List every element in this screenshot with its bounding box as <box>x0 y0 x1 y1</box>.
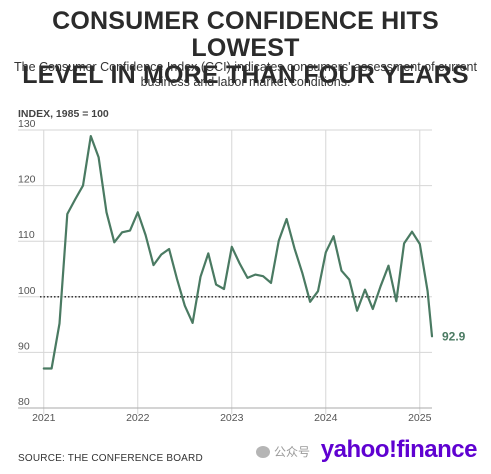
axis-layer <box>18 296 432 409</box>
subtitle-line-2: business and labor market conditions. <box>140 75 351 89</box>
y-tick-label-120: 120 <box>18 174 36 186</box>
grid-layer <box>18 129 432 414</box>
chart-title: CONSUMER CONFIDENCE HITS LOWEST LEVEL IN… <box>0 8 491 89</box>
watermark-text: 公众号 <box>274 445 311 459</box>
y-tick-label-80: 80 <box>18 396 30 408</box>
series-layer <box>42 135 434 370</box>
x-tick-label-2024: 2024 <box>314 412 338 424</box>
y-tick-label-100: 100 <box>18 285 36 297</box>
source-note: SOURCE: THE CONFERENCE BOARD <box>18 453 203 464</box>
end-value-label: 92.9 <box>442 329 466 343</box>
x-tick-label-2025: 2025 <box>408 412 432 424</box>
y-tick-label-130: 130 <box>18 118 36 130</box>
series-line-cci <box>42 135 434 370</box>
y-axis-label: INDEX, 1985 = 100 <box>18 108 109 120</box>
x-tick-label-2022: 2022 <box>126 412 150 424</box>
x-tick-label-2021: 2021 <box>32 412 56 424</box>
subtitle-line-1: The Consumer Confidence Index (CCI) indi… <box>13 60 477 74</box>
title-line-1: CONSUMER CONFIDENCE HITS LOWEST <box>52 7 439 62</box>
x-tick-label-2023: 2023 <box>220 412 244 424</box>
watermark: 公众号 <box>256 443 310 460</box>
label-layer: INDEX, 1985 = 100 80 90 100 110 120 130 2021 202… <box>18 108 466 424</box>
y-tick-label-90: 90 <box>18 340 30 352</box>
wechat-icon <box>256 446 270 458</box>
y-tick-label-110: 110 <box>18 229 35 241</box>
brand-logo: yahoo!finance <box>320 436 478 463</box>
title-line-2: LEVEL IN MORE THAN FOUR YEARS <box>22 61 469 89</box>
chart-subtitle: The Consumer Confidence Index (CCI) indi… <box>10 60 481 90</box>
